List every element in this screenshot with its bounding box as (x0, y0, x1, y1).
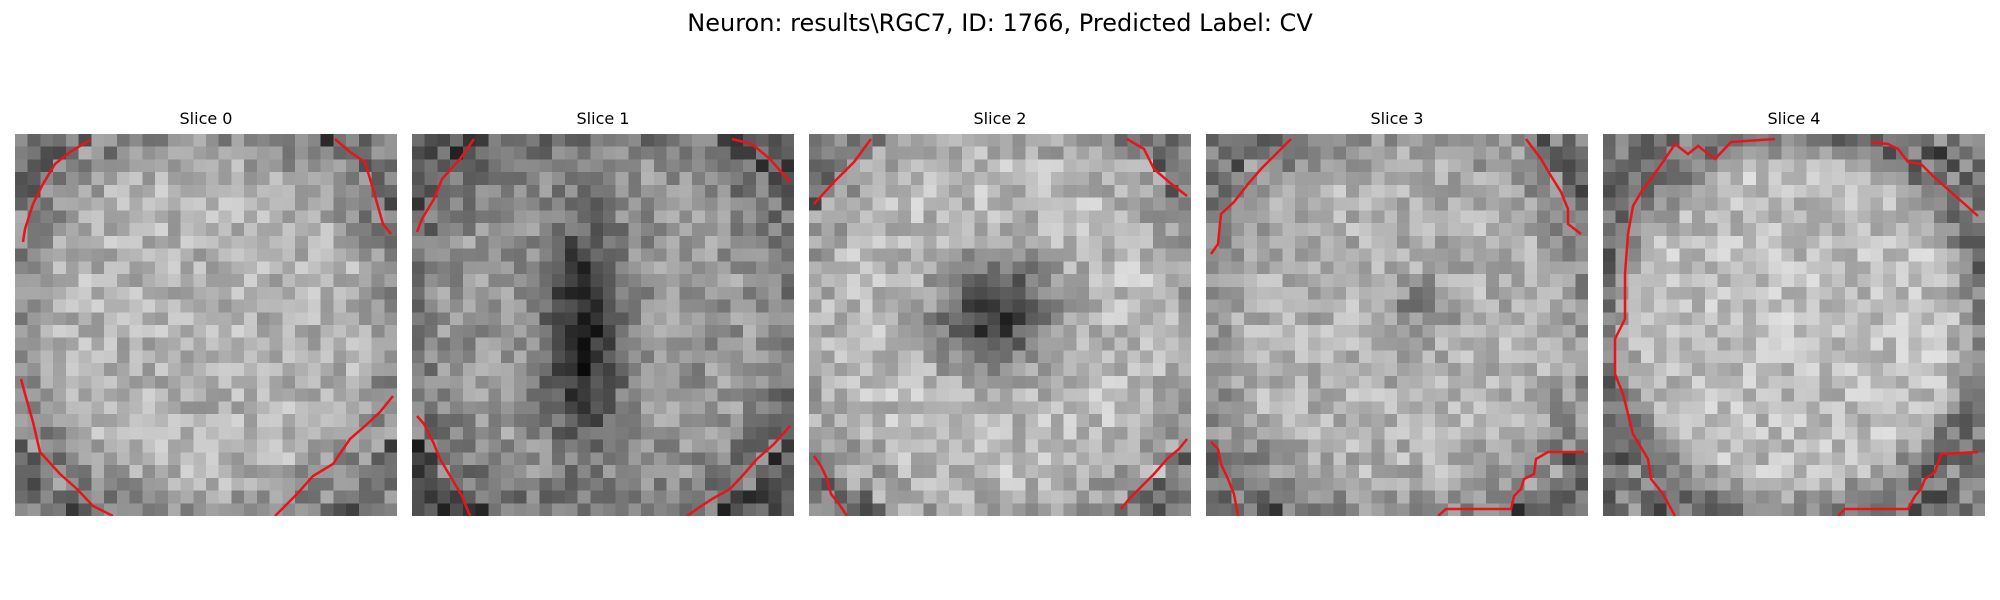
contour-segment (813, 138, 873, 205)
slice-title-3: Slice 3 (1370, 109, 1424, 128)
contour-segment (731, 137, 791, 183)
contour-segment (686, 425, 791, 516)
slice-panel-1: Slice 1 (412, 108, 794, 518)
contour-segment (1120, 438, 1188, 510)
slice-panel-0: Slice 0 (15, 108, 397, 518)
contour-segment (416, 415, 472, 516)
slice-image-1 (412, 134, 794, 516)
contour-overlay-1 (415, 137, 791, 516)
contour-segment (19, 378, 114, 516)
contour-overlay-0 (19, 138, 394, 516)
contour-segment (1126, 137, 1188, 197)
slice-title-2: Slice 2 (973, 109, 1027, 128)
contour-segment (274, 395, 394, 516)
slice-panel-3: Slice 3 (1206, 108, 1588, 518)
contour-segment (21, 138, 91, 243)
slice-image-3 (1206, 134, 1588, 516)
contour-segment (1437, 450, 1584, 516)
slice-image-4 (1603, 134, 1985, 516)
slice-panel-4: Slice 4 (1603, 108, 1985, 518)
slice-image-0 (15, 134, 397, 516)
contour-overlay-3 (1209, 138, 1584, 516)
slice-image-2 (809, 134, 1191, 516)
slice-title-1: Slice 1 (576, 109, 630, 128)
contour-segment (1210, 441, 1240, 516)
contour-segment (1525, 138, 1582, 235)
slice-title-0: Slice 0 (179, 109, 233, 128)
contour-segment (1870, 140, 1979, 217)
contour-segment (1613, 137, 1776, 516)
slice-title-4: Slice 4 (1767, 109, 1821, 128)
contour-segment (334, 138, 392, 235)
slice-panel-2: Slice 2 (809, 108, 1191, 518)
contour-segment (1209, 138, 1292, 255)
contour-segment (415, 138, 476, 233)
contour-overlay-4 (1613, 137, 1979, 516)
contour-segment (812, 455, 849, 516)
figure-title: Neuron: results\RGC7, ID: 1766, Predicte… (687, 9, 1313, 37)
contour-overlay-2 (812, 137, 1188, 516)
contour-segment (1837, 450, 1979, 516)
